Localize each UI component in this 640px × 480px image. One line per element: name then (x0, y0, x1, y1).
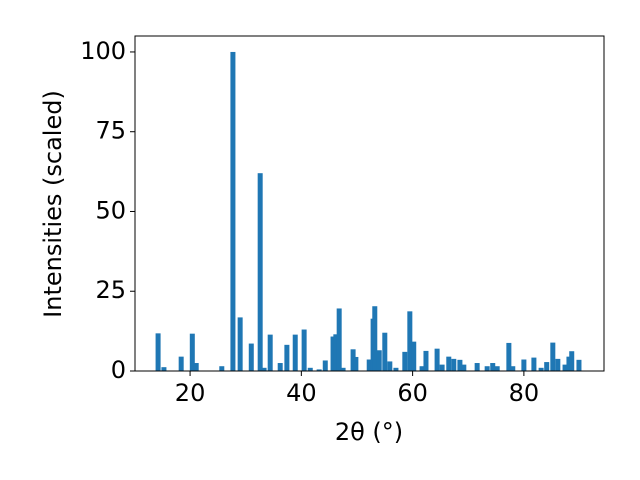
bar (494, 366, 500, 371)
bar (257, 173, 263, 371)
plot-frame (134, 35, 605, 372)
bar (510, 366, 516, 371)
bar (230, 51, 236, 371)
bar (387, 361, 393, 371)
bar (353, 356, 359, 371)
bar (219, 366, 225, 371)
y-tick-label: 25 (95, 276, 126, 304)
y-axis-label: Intensities (scaled) (39, 90, 67, 318)
bar (576, 359, 582, 371)
bar (411, 341, 417, 371)
x-tick-label: 60 (397, 379, 428, 407)
bar (569, 351, 575, 371)
bar (301, 329, 307, 371)
bar (322, 360, 328, 371)
bar (446, 356, 452, 371)
bar (292, 334, 298, 371)
bar (340, 367, 346, 371)
bar (189, 333, 195, 371)
bar (562, 364, 568, 371)
bar (457, 359, 463, 371)
y-tick-label: 100 (80, 37, 126, 65)
bar (484, 366, 490, 371)
bar (402, 351, 408, 371)
bar (434, 348, 440, 371)
bar (555, 358, 561, 371)
bar (284, 344, 290, 371)
bar (538, 367, 544, 371)
bar (267, 334, 273, 371)
bar (407, 311, 413, 371)
y-tick-label: 50 (95, 196, 126, 224)
bar (474, 363, 480, 371)
bar (333, 334, 339, 371)
bar (193, 363, 199, 371)
bar (366, 359, 372, 371)
bar (237, 317, 243, 371)
bar (550, 342, 556, 371)
y-tick-label: 0 (111, 356, 126, 384)
bar (372, 306, 378, 371)
bar (307, 367, 313, 371)
bar (178, 356, 184, 371)
x-axis-label: 2θ (°) (335, 418, 403, 446)
bar (439, 364, 445, 371)
bar (330, 336, 336, 371)
bar (566, 356, 572, 371)
bar (531, 357, 537, 371)
bar (261, 367, 267, 371)
bar (155, 333, 161, 371)
bar (451, 358, 457, 371)
bar (544, 362, 550, 371)
bar (248, 343, 254, 371)
bar (393, 367, 399, 371)
x-tick-label: 80 (509, 379, 540, 407)
bar (376, 350, 382, 371)
bar (419, 366, 425, 371)
bar (506, 342, 512, 371)
bar (382, 332, 388, 371)
bar (316, 369, 322, 371)
bar (521, 359, 527, 371)
bar (461, 364, 467, 371)
bar (336, 308, 342, 371)
y-tick-label: 75 (95, 117, 126, 145)
bar (277, 363, 283, 371)
bar (423, 350, 429, 371)
x-tick-label: 40 (286, 379, 317, 407)
bar (350, 349, 356, 371)
x-tick-label: 20 (175, 379, 206, 407)
bar (161, 367, 167, 371)
bar (490, 363, 496, 371)
